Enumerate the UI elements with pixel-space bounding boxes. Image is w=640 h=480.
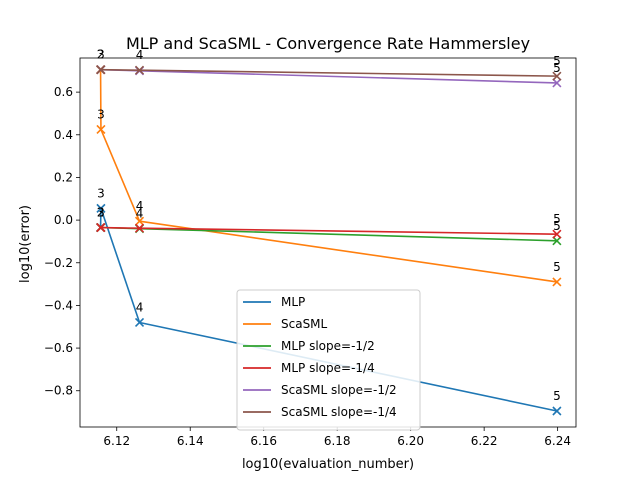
data-point-marker — [552, 277, 562, 287]
point-annotation: 2 — [97, 206, 105, 220]
data-point-marker — [96, 203, 106, 213]
point-annotation: 5 — [553, 61, 561, 75]
point-annotation: 3 — [97, 186, 105, 200]
x-tick-label: 6.18 — [324, 434, 351, 448]
x-tick-label: 6.12 — [103, 434, 130, 448]
y-axis-label: log10(error) — [18, 205, 33, 283]
legend-label: MLP slope=-1/4 — [281, 361, 375, 375]
y-tick-label: −0.8 — [44, 384, 73, 398]
point-annotation: 3 — [97, 48, 105, 62]
y-tick-label: −0.2 — [44, 256, 73, 270]
data-point-marker — [552, 71, 562, 81]
x-tick-label: 6.22 — [471, 434, 498, 448]
chart-title: MLP and ScaSML - Convergence Rate Hammer… — [126, 34, 530, 53]
x-tick-label: 6.24 — [544, 434, 571, 448]
point-annotation: 5 — [553, 219, 561, 233]
data-point-marker — [552, 236, 562, 246]
data-point-marker — [96, 223, 106, 233]
x-axis-label: log10(evaluation_number) — [242, 457, 414, 472]
point-annotation: 4 — [136, 48, 144, 62]
point-annotation: 5 — [553, 212, 561, 226]
legend-label: MLP slope=-1/2 — [281, 339, 375, 353]
data-point-marker — [96, 124, 106, 135]
data-point-marker — [134, 65, 145, 75]
point-annotation: 4 — [136, 300, 144, 314]
legend-label: ScaSML slope=-1/4 — [281, 405, 397, 419]
y-tick-label: 0.6 — [54, 85, 73, 99]
point-annotation: 5 — [553, 389, 561, 403]
x-tick-label: 6.14 — [177, 434, 204, 448]
data-point-marker — [552, 229, 562, 239]
y-tick-label: −0.4 — [44, 298, 73, 312]
legend-label: ScaSML — [281, 317, 328, 331]
series-line — [99, 69, 558, 283]
series-3 — [96, 223, 562, 239]
x-tick-label: 6.20 — [397, 434, 424, 448]
point-annotation: 4 — [136, 199, 144, 213]
chart-legend: MLP ScaSML MLP slope=-1/2 MLP slope=-1/4 Sca… — [236, 289, 421, 431]
y-tick-label: 0.0 — [54, 213, 73, 227]
data-point-marker — [552, 78, 562, 88]
series-5 — [96, 65, 562, 81]
legend-box — [236, 289, 421, 431]
point-annotation: 5 — [553, 54, 561, 68]
y-tick-label: −0.6 — [44, 341, 73, 355]
legend-label: ScaSML slope=-1/2 — [281, 383, 397, 397]
point-annotation: 5 — [553, 260, 561, 274]
point-annotation: 3 — [97, 206, 105, 220]
data-point-marker — [96, 65, 106, 75]
data-point-marker — [134, 223, 145, 233]
point-annotation: 2 — [97, 48, 105, 62]
x-tick-label: 6.16 — [250, 434, 277, 448]
data-point-marker — [134, 216, 145, 226]
point-annotation: 3 — [97, 107, 105, 121]
legend-label: MLP — [281, 295, 305, 309]
data-point-marker — [134, 317, 145, 328]
point-annotation: 4 — [136, 207, 144, 221]
y-tick-label: 0.2 — [54, 170, 73, 184]
data-point-marker — [552, 406, 562, 416]
plot-area: 6.12 6.14 6.16 6.18 6.20 6.22 6.24 −0.8 −0.6 −0.4… — [44, 48, 577, 448]
y-tick-label: 0.4 — [54, 128, 73, 142]
